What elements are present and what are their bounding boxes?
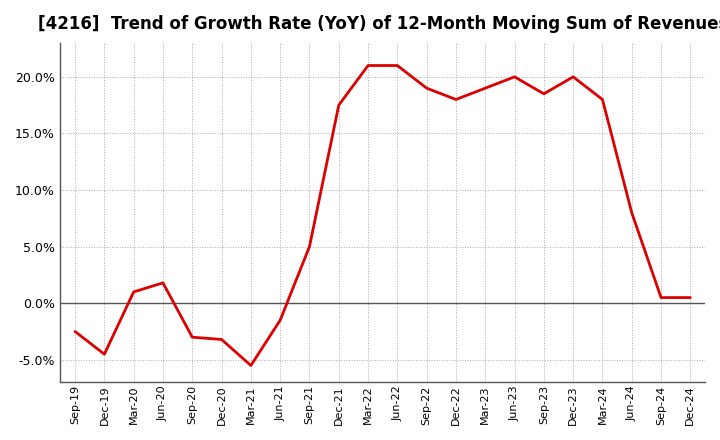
Title: [4216]  Trend of Growth Rate (YoY) of 12-Month Moving Sum of Revenues: [4216] Trend of Growth Rate (YoY) of 12-… [37,15,720,33]
